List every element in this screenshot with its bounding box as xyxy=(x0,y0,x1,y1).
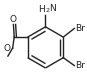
Text: Br: Br xyxy=(75,24,85,33)
Text: $_2$N: $_2$N xyxy=(45,2,57,15)
Text: O: O xyxy=(9,15,17,24)
Text: Br: Br xyxy=(75,61,85,70)
Text: H: H xyxy=(38,5,45,14)
Text: O: O xyxy=(4,44,11,53)
